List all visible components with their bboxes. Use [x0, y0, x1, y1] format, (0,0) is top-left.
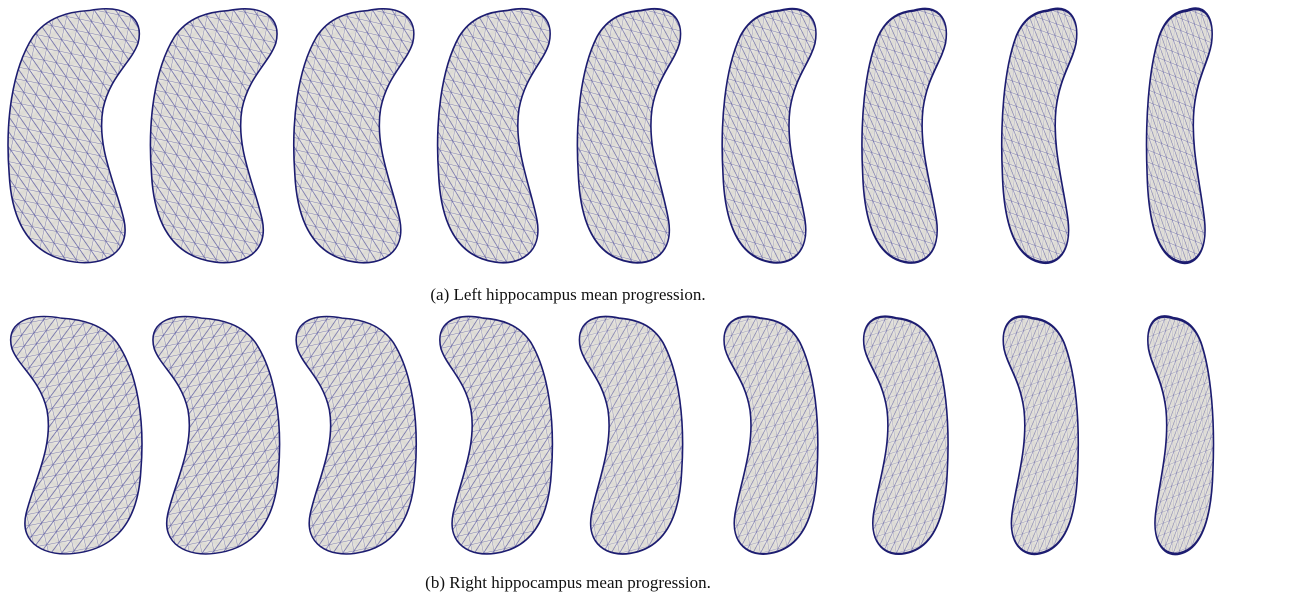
left-hippocampus-row — [7, 7, 1214, 265]
mesh-shape — [436, 8, 552, 264]
mesh-shape — [576, 7, 682, 264]
mesh-shape — [862, 315, 950, 556]
mesh-shape — [149, 8, 278, 264]
mesh-shape — [439, 315, 554, 555]
mesh-shape — [152, 315, 281, 555]
mesh-shape — [1002, 315, 1080, 556]
caption-a: (a) Left hippocampus mean progression. — [430, 285, 705, 304]
mesh-shape — [578, 315, 684, 555]
mesh-shape — [721, 7, 818, 264]
mesh-shape — [1145, 7, 1214, 265]
mesh-shape — [1146, 315, 1215, 556]
mesh-shape — [7, 8, 141, 264]
mesh-shape — [860, 7, 948, 264]
mesh-shape — [292, 8, 415, 264]
mesh-shape — [9, 315, 143, 555]
mesh-shape — [1000, 7, 1079, 265]
mesh-shape — [723, 315, 819, 555]
mesh-shape — [295, 315, 418, 555]
right-hippocampus-row — [9, 315, 1215, 556]
caption-b: (b) Right hippocampus mean progression. — [425, 573, 711, 592]
